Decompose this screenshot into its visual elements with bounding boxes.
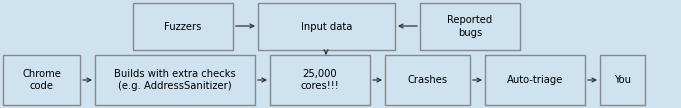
Bar xyxy=(600,55,645,105)
Text: You: You xyxy=(614,75,631,85)
Bar xyxy=(95,55,255,105)
Text: Reported
bugs: Reported bugs xyxy=(447,15,492,38)
Text: Builds with extra checks
(e.g. AddressSanitizer): Builds with extra checks (e.g. AddressSa… xyxy=(114,69,236,91)
Bar xyxy=(420,3,520,50)
Text: Auto-triage: Auto-triage xyxy=(507,75,563,85)
Bar xyxy=(385,55,470,105)
Text: Chrome
code: Chrome code xyxy=(22,69,61,91)
Text: Input data: Input data xyxy=(301,21,352,32)
Text: 25,000
cores!!!: 25,000 cores!!! xyxy=(300,69,339,91)
Text: Crashes: Crashes xyxy=(407,75,447,85)
Bar xyxy=(485,55,585,105)
Bar xyxy=(133,3,233,50)
Text: Fuzzers: Fuzzers xyxy=(164,21,202,32)
Bar xyxy=(258,3,395,50)
Bar xyxy=(3,55,80,105)
Bar xyxy=(270,55,370,105)
